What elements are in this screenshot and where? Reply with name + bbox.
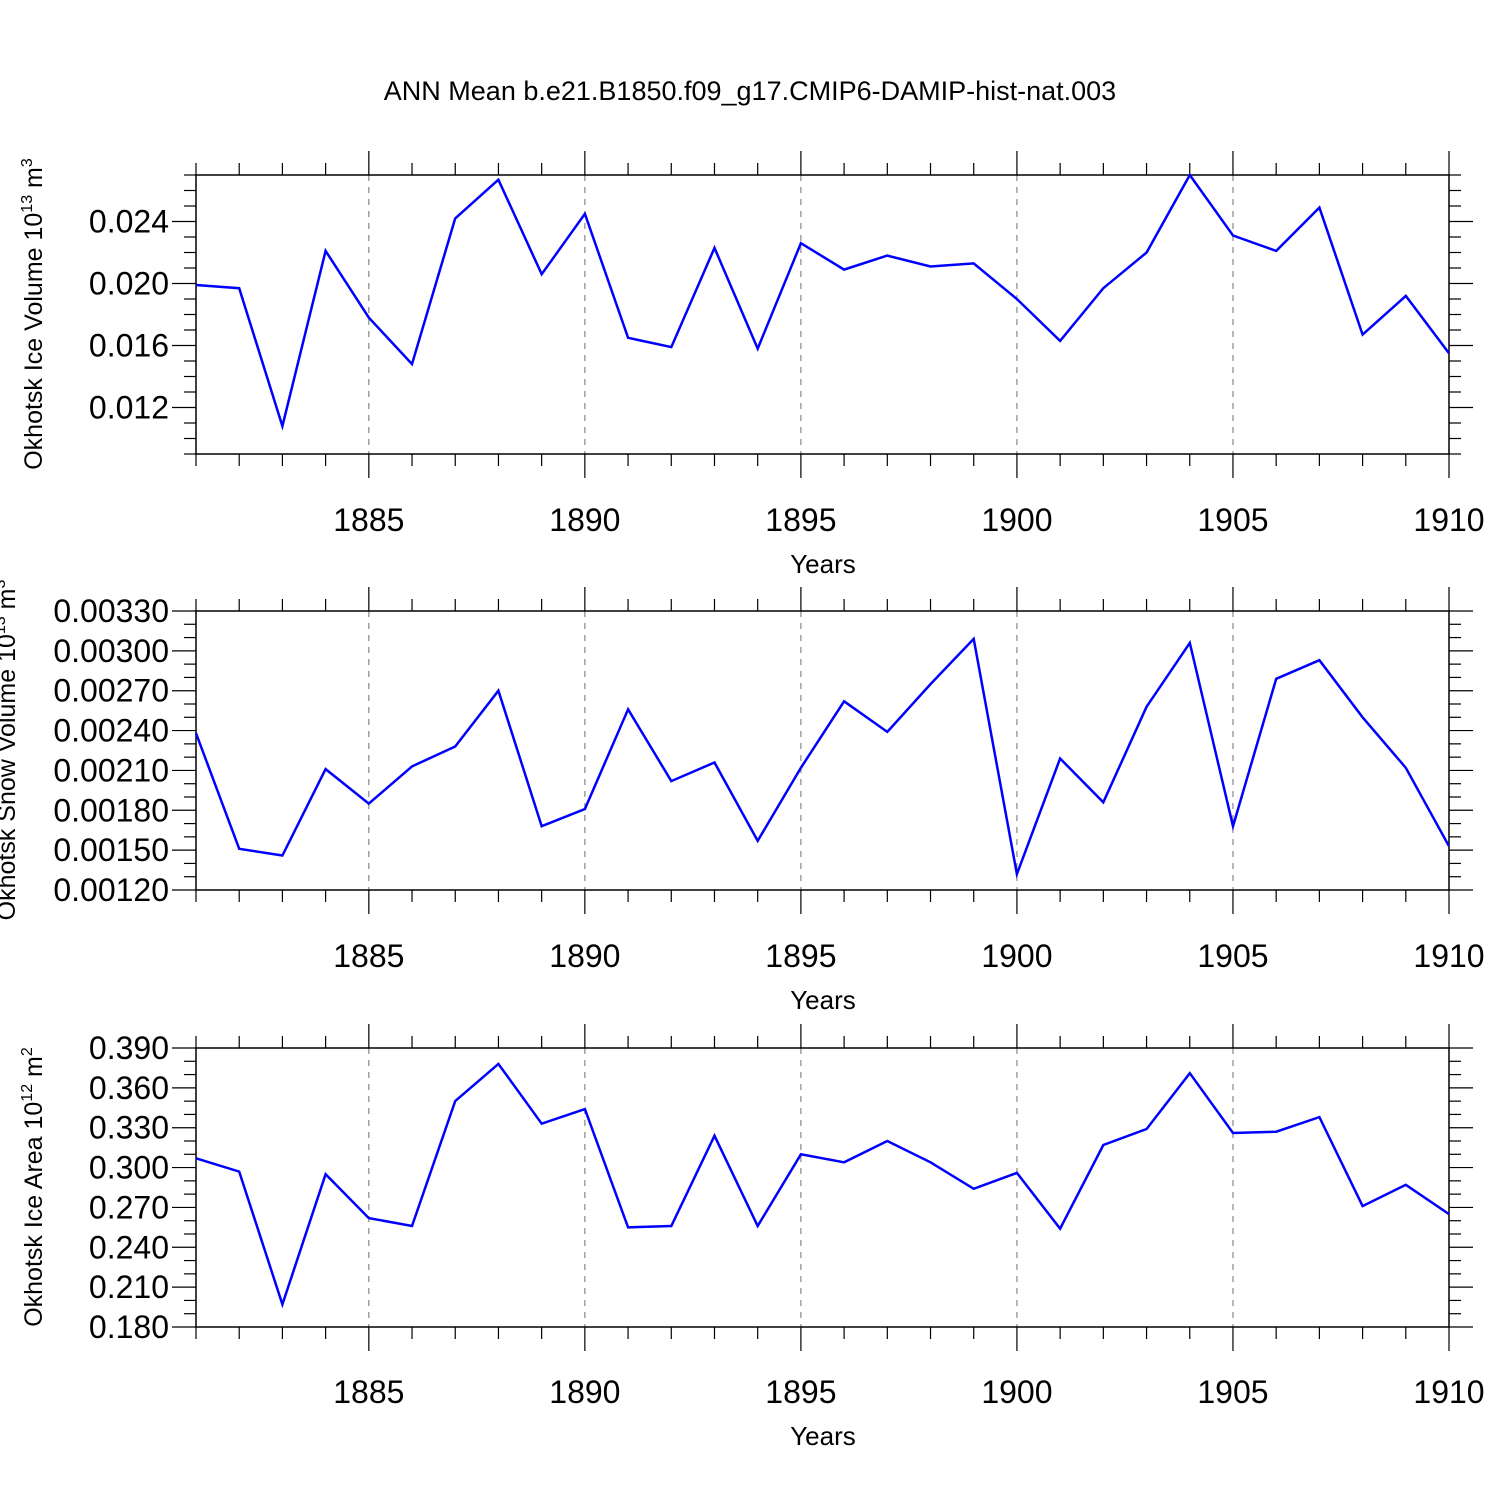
y-axis-title: Okhotsk Snow Volume 1013 m3 (0, 580, 21, 921)
y-tick-label: 0.016 (89, 328, 169, 364)
y-tick-label: 0.210 (89, 1269, 169, 1305)
y-tick-label: 0.012 (89, 390, 169, 426)
plot-frame (195, 174, 1450, 455)
plot-frame (195, 1047, 1450, 1328)
x-axis-title: Years (790, 1421, 856, 1451)
x-tick-label: 1905 (1197, 938, 1268, 974)
y-tick-label: 0.00150 (53, 832, 169, 868)
y-tick-label: 0.270 (89, 1189, 169, 1225)
y-tick-label: 0.300 (89, 1150, 169, 1186)
y-axis-title: Okhotsk Ice Area 1012 m2 (19, 1047, 48, 1327)
panel-1: 0.012 0.016 0.020 0.024 1885 1890 1895 1900 1905… (19, 151, 1485, 579)
y-tick-label: 0.00330 (53, 593, 169, 629)
x-tick-label: 1890 (549, 502, 620, 538)
x-tick-label: 1885 (333, 938, 404, 974)
x-tick-label: 1900 (981, 938, 1052, 974)
y-tick-label: 0.360 (89, 1070, 169, 1106)
plot-frame (195, 610, 1450, 891)
y-tick-label: 0.00300 (53, 633, 169, 669)
x-axis-title: Years (790, 549, 856, 579)
series-line (194, 636, 1451, 879)
chart-title: ANN Mean b.e21.B1850.f09_g17.CMIP6-DAMIP… (384, 76, 1116, 106)
y-tick-label: 0.00120 (53, 872, 169, 908)
x-tick-label: 1890 (549, 938, 620, 974)
x-tick-label: 1910 (1413, 938, 1484, 974)
x-tick-label: 1910 (1413, 1374, 1484, 1410)
x-tick-label: 1885 (333, 502, 404, 538)
x-axis-title: Years (790, 985, 856, 1015)
x-tick-label: 1895 (765, 938, 836, 974)
y-tick-label: 0.020 (89, 266, 169, 302)
chart-panels: 0.012 0.016 0.020 0.024 1885 1890 1895 1900 1905… (0, 151, 1485, 1451)
x-tick-label: 1900 (981, 1374, 1052, 1410)
y-tick-label: 0.00210 (53, 752, 169, 788)
x-tick-label: 1900 (981, 502, 1052, 538)
y-tick-label: 0.180 (89, 1309, 169, 1345)
x-tick-label: 1905 (1197, 502, 1268, 538)
y-tick-label: 0.00180 (53, 792, 169, 828)
x-tick-label: 1895 (765, 1374, 836, 1410)
x-tick-label: 1895 (765, 502, 836, 538)
series-line (195, 1062, 1450, 1309)
y-tick-label: 0.330 (89, 1110, 169, 1146)
x-tick-label: 1905 (1197, 1374, 1268, 1410)
y-tick-label: 0.00270 (53, 673, 169, 709)
x-tick-label: 1910 (1413, 502, 1484, 538)
y-tick-label: 0.390 (89, 1030, 169, 1066)
x-tick-label: 1885 (333, 1374, 404, 1410)
y-tick-label: 0.00240 (53, 713, 169, 749)
series-line (195, 172, 1450, 431)
y-tick-label: 0.240 (89, 1229, 169, 1265)
y-tick-label: 0.024 (89, 204, 169, 240)
x-tick-label: 1890 (549, 1374, 620, 1410)
y-axis-title: Okhotsk Ice Volume 1013 m3 (19, 158, 48, 470)
